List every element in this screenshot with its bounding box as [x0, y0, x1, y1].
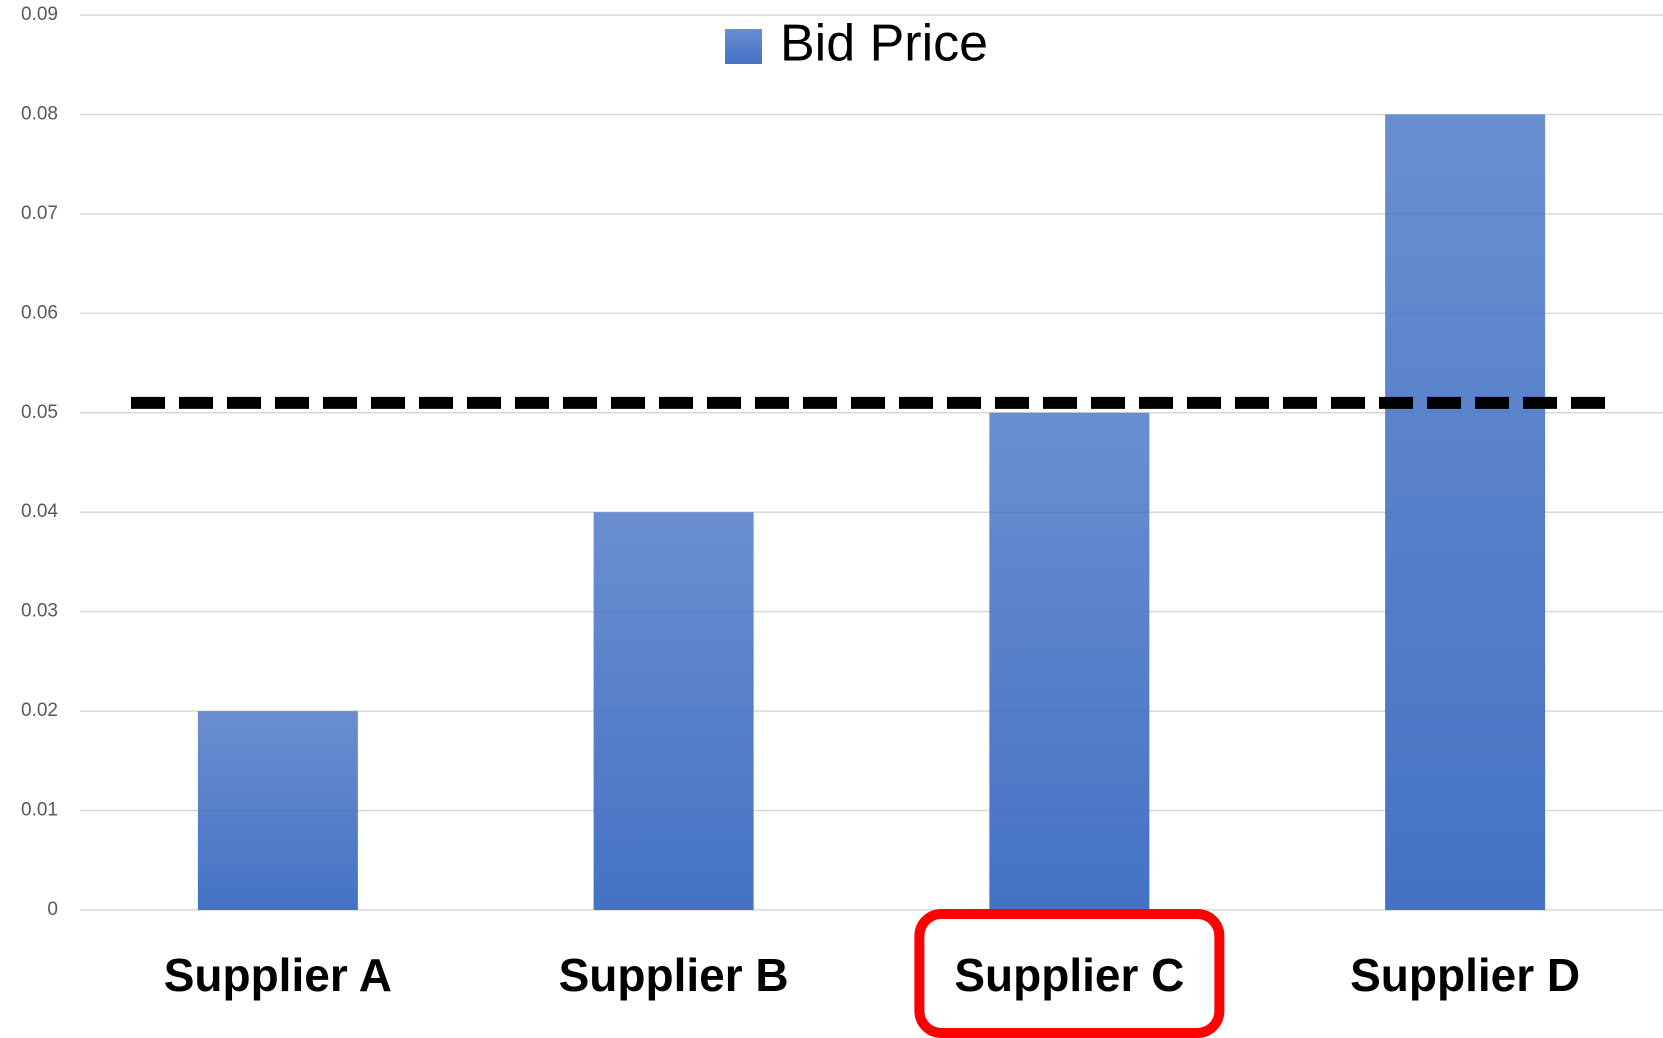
- y-tick-label: 0.01: [21, 800, 58, 821]
- y-tick-label: 0.08: [21, 103, 58, 124]
- y-tick-label: 0.07: [21, 203, 58, 224]
- legend-swatch: [725, 29, 762, 64]
- y-tick-label: 0.05: [21, 402, 58, 423]
- highlight-box: [914, 909, 1225, 1038]
- y-tick-label: 0.04: [21, 501, 58, 522]
- y-tick-label: 0: [47, 899, 58, 920]
- x-tick-label: Supplier C: [954, 949, 1184, 1001]
- bar: [197, 711, 358, 910]
- bar: [1385, 114, 1546, 910]
- x-tick-label: Supplier D: [1350, 949, 1580, 1001]
- y-tick-label: 0.03: [21, 601, 58, 622]
- legend-label: Bid Price: [780, 15, 988, 73]
- x-tick-label: Supplier A: [164, 949, 392, 1001]
- y-tick-label: 0.09: [21, 4, 58, 25]
- y-tick-label: 0.06: [21, 302, 58, 323]
- y-tick-label: 0.02: [21, 700, 58, 721]
- x-tick-label: Supplier B: [559, 949, 789, 1001]
- bar: [593, 512, 754, 910]
- bar: [989, 412, 1150, 910]
